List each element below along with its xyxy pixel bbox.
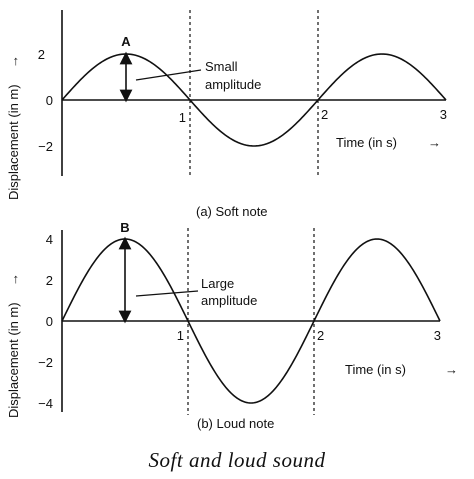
x-axis-arrow: →	[445, 362, 458, 377]
y-axis-label-b-group: Displacement (in m) →	[6, 273, 21, 418]
chart-soft-note: 0 2 −2 1 2 3 A Small amplitude Time (in …	[38, 10, 447, 219]
y-axis-arrow: →	[6, 273, 21, 286]
y-axis-label-a-group: Displacement (in m) →	[6, 55, 21, 200]
chart-caption: (b) Loud note	[197, 416, 274, 431]
y-tick-label: −2	[38, 355, 53, 370]
x-tick-label: 2	[321, 107, 328, 122]
figure-title: Soft and loud sound	[148, 448, 326, 472]
dashed-line-group	[189, 10, 319, 176]
annotation-leader-line	[135, 290, 199, 297]
y-tick-label: −2	[38, 139, 53, 154]
y-tick-label: 4	[46, 232, 53, 247]
y-axis-label: Displacement (in m)	[6, 84, 21, 200]
x-tick-label: 1	[179, 110, 186, 125]
chart-loud-note: 4 2 0 −2 −4 1 2 3 B Large amplitude Time (in…	[38, 220, 458, 431]
y-axis-arrow: →	[6, 55, 21, 68]
y-tick-group: 4 2 0 −2 −4	[38, 232, 53, 411]
x-tick-label: 3	[440, 107, 447, 122]
x-axis-label: Time (in s)	[336, 135, 397, 150]
chart-caption: (a) Soft note	[196, 204, 268, 219]
y-tick-label: 2	[38, 47, 45, 62]
peak-label: B	[120, 220, 129, 235]
x-tick-label: 2	[317, 328, 324, 343]
y-axis-label: Displacement (in m)	[6, 302, 21, 418]
y-tick-label: 0	[46, 314, 53, 329]
dashed-line-group	[187, 228, 315, 415]
x-axis-label: Time (in s)	[345, 362, 406, 377]
x-axis-arrow: →	[428, 135, 441, 150]
annotation-leader-line	[135, 69, 202, 81]
x-tick-label: 1	[177, 328, 184, 343]
annotation-line-2: amplitude	[201, 293, 257, 308]
x-tick-label: 3	[434, 328, 441, 343]
peak-label: A	[121, 34, 131, 49]
y-tick-label: 2	[46, 273, 53, 288]
annotation-line-2: amplitude	[205, 77, 261, 92]
y-tick-label: −4	[38, 396, 53, 411]
y-tick-label: 0	[46, 93, 53, 108]
annotation-line-1: Small	[205, 59, 238, 74]
annotation-line-1: Large	[201, 276, 234, 291]
